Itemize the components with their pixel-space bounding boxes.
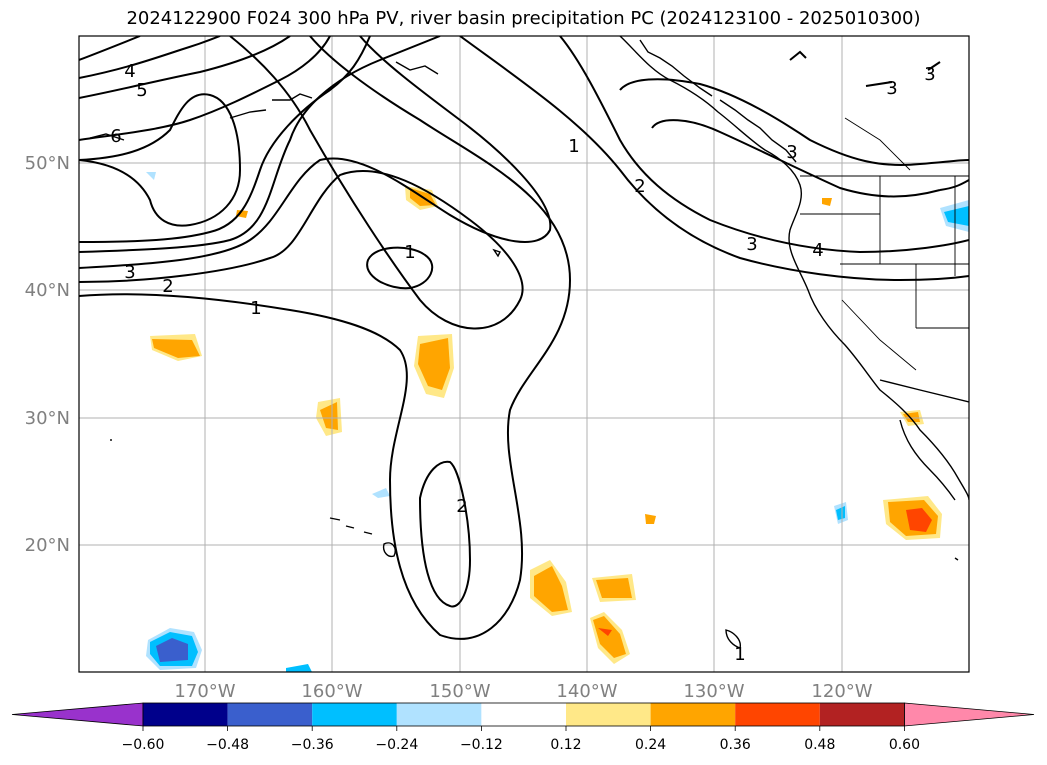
colorbar-tick-label: −0.24 <box>375 737 418 753</box>
lon-label: 140°W <box>556 681 617 702</box>
colorbar-tick-label: 0.36 <box>720 737 751 753</box>
lon-label: 120°W <box>811 681 872 702</box>
map-frame <box>78 35 970 673</box>
coastlines <box>89 36 969 649</box>
pv-contours <box>79 36 969 640</box>
colorbar-tick-label: 0.60 <box>889 737 920 753</box>
lon-label: 150°W <box>429 681 490 702</box>
map-panel: 1 2 3 4 5 6 1 2 3 4 3 3 3 1 2 1 <box>78 35 970 673</box>
colorbar-tick-label: −0.60 <box>122 737 165 753</box>
lon-label: 160°W <box>301 681 362 702</box>
contour-label: 2 <box>162 276 173 297</box>
political-borders <box>800 117 969 371</box>
colorbar-segment <box>312 703 397 726</box>
colorbar: −0.60 −0.48 −0.36 −0.24 −0.12 0.12 0.24 0.36 0.4… <box>11 702 1035 753</box>
contour-label: 5 <box>136 80 147 101</box>
contour-labels: 1 2 3 4 5 6 1 2 3 4 3 3 3 1 2 1 <box>110 61 935 665</box>
lat-label: 50°N <box>25 153 70 174</box>
colorbar-tick-label: −0.48 <box>206 737 249 753</box>
colorbar-outline <box>142 702 905 727</box>
contour-label: 2 <box>456 496 467 517</box>
lat-label: 20°N <box>25 535 70 556</box>
lon-label: 170°W <box>174 681 235 702</box>
colorbar-segment <box>143 703 228 726</box>
colorbar-tick-label: 0.12 <box>550 737 581 753</box>
contour-label: 1 <box>250 298 261 319</box>
colorbar-segment <box>650 703 736 726</box>
colorbar-extend-high <box>904 702 1035 727</box>
colorbar-segment <box>566 703 651 726</box>
contour-label: 4 <box>124 61 135 82</box>
contour-label: 4 <box>812 240 823 261</box>
colorbar-tick-label: 0.48 <box>804 737 835 753</box>
colorbar-tick-label: 0.24 <box>635 737 666 753</box>
contour-label: 3 <box>124 262 135 283</box>
precip-patch-negative <box>146 172 969 672</box>
colorbar-tick-label: −0.36 <box>291 737 334 753</box>
contour-label: 1 <box>404 242 415 263</box>
colorbar-segment <box>481 703 566 726</box>
contour-label: 3 <box>786 142 797 163</box>
lat-label: 30°N <box>25 408 70 429</box>
colorbar-segment <box>819 703 905 726</box>
contour-label: 3 <box>746 234 757 255</box>
lat-label: 40°N <box>25 280 70 301</box>
latitude-labels: 50°N 40°N 30°N 20°N <box>25 153 70 556</box>
colorbar-tick-label: −0.12 <box>460 737 503 753</box>
contour-label: 1 <box>568 136 579 157</box>
map-title: 2024122900 F024 300 hPa PV, river basin … <box>126 8 921 29</box>
lon-label: 130°W <box>683 681 744 702</box>
map-background <box>79 36 969 672</box>
colorbar-segment <box>227 703 313 726</box>
contour-label: 6 <box>110 126 121 147</box>
contour-label: 3 <box>924 64 935 85</box>
contour-label: 1 <box>734 644 745 665</box>
colorbar-segment <box>735 703 820 726</box>
colorbar-segment <box>396 703 482 726</box>
contour-label: 2 <box>634 176 645 197</box>
graticule <box>79 36 969 672</box>
longitude-labels: 170°W 160°W 150°W 140°W 130°W 120°W <box>174 681 872 702</box>
contour-label: 3 <box>886 78 897 99</box>
colorbar-extend-low <box>11 702 144 727</box>
